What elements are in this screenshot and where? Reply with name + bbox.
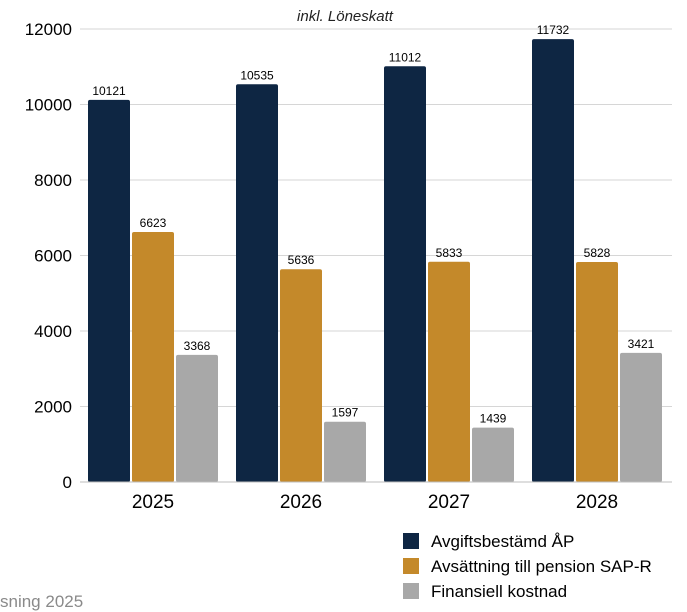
data-label: 5636 <box>288 253 315 267</box>
data-label: 11732 <box>537 23 570 37</box>
legend: Avgiftsbestämd ÅP Avsättning till pension… <box>403 532 652 601</box>
data-label: 3368 <box>184 339 211 353</box>
bar-2026-series-1 <box>236 84 278 483</box>
bar-2028-series-3 <box>620 352 662 482</box>
legend-label: Avsättning till pension SAP-R <box>431 557 652 576</box>
data-label: 1439 <box>480 412 507 426</box>
chart-title: inkl. Löneskatt <box>297 8 394 25</box>
bar-2026-series-3 <box>324 421 366 482</box>
x-tick-label: 2027 <box>428 492 470 513</box>
bar-2025-series-2 <box>132 231 174 482</box>
bar-2028-series-2 <box>576 261 618 482</box>
x-tick-label: 2025 <box>132 492 174 513</box>
footer-text: sning 2025 <box>0 592 84 611</box>
bar-2025-series-3 <box>176 354 218 482</box>
data-label: 5828 <box>584 246 611 260</box>
data-label: 5833 <box>436 246 463 260</box>
bar-2027-series-1 <box>384 66 426 482</box>
data-label: 10121 <box>92 84 126 98</box>
data-label: 1597 <box>332 406 359 420</box>
bar-2025-series-1 <box>88 99 130 482</box>
bar-2027-series-2 <box>428 261 470 482</box>
legend-label: Avgiftsbestämd ÅP <box>431 532 574 551</box>
legend-swatch <box>403 583 419 599</box>
data-label: 6623 <box>140 216 167 230</box>
legend-swatch <box>403 533 419 549</box>
y-tick-label: 10000 <box>25 96 72 115</box>
legend-swatch <box>403 558 419 574</box>
y-tick-label: 0 <box>63 473 72 492</box>
y-tick-label: 12000 <box>25 20 72 39</box>
y-tick-label: 4000 <box>34 322 72 341</box>
bars <box>88 39 662 483</box>
legend-label: Finansiell kostnad <box>431 582 567 601</box>
axes: 0 2000 4000 6000 8000 10000 12000 2025 2026 2027 2… <box>25 20 672 513</box>
bar-2028-series-1 <box>532 39 574 482</box>
data-label: 10535 <box>240 68 274 82</box>
x-tick-label: 2028 <box>576 492 618 513</box>
bar-2027-series-3 <box>472 427 514 482</box>
bar-2026-series-2 <box>280 269 322 482</box>
y-tick-label: 6000 <box>34 247 72 266</box>
y-tick-label: 2000 <box>34 398 72 417</box>
data-labels: 10121 6623 3368 10535 5636 1597 11012 5833 1439 1… <box>92 23 654 426</box>
data-label: 3421 <box>628 337 655 351</box>
x-tick-label: 2026 <box>280 492 322 513</box>
y-tick-label: 8000 <box>34 171 72 190</box>
data-label: 11012 <box>389 50 422 64</box>
